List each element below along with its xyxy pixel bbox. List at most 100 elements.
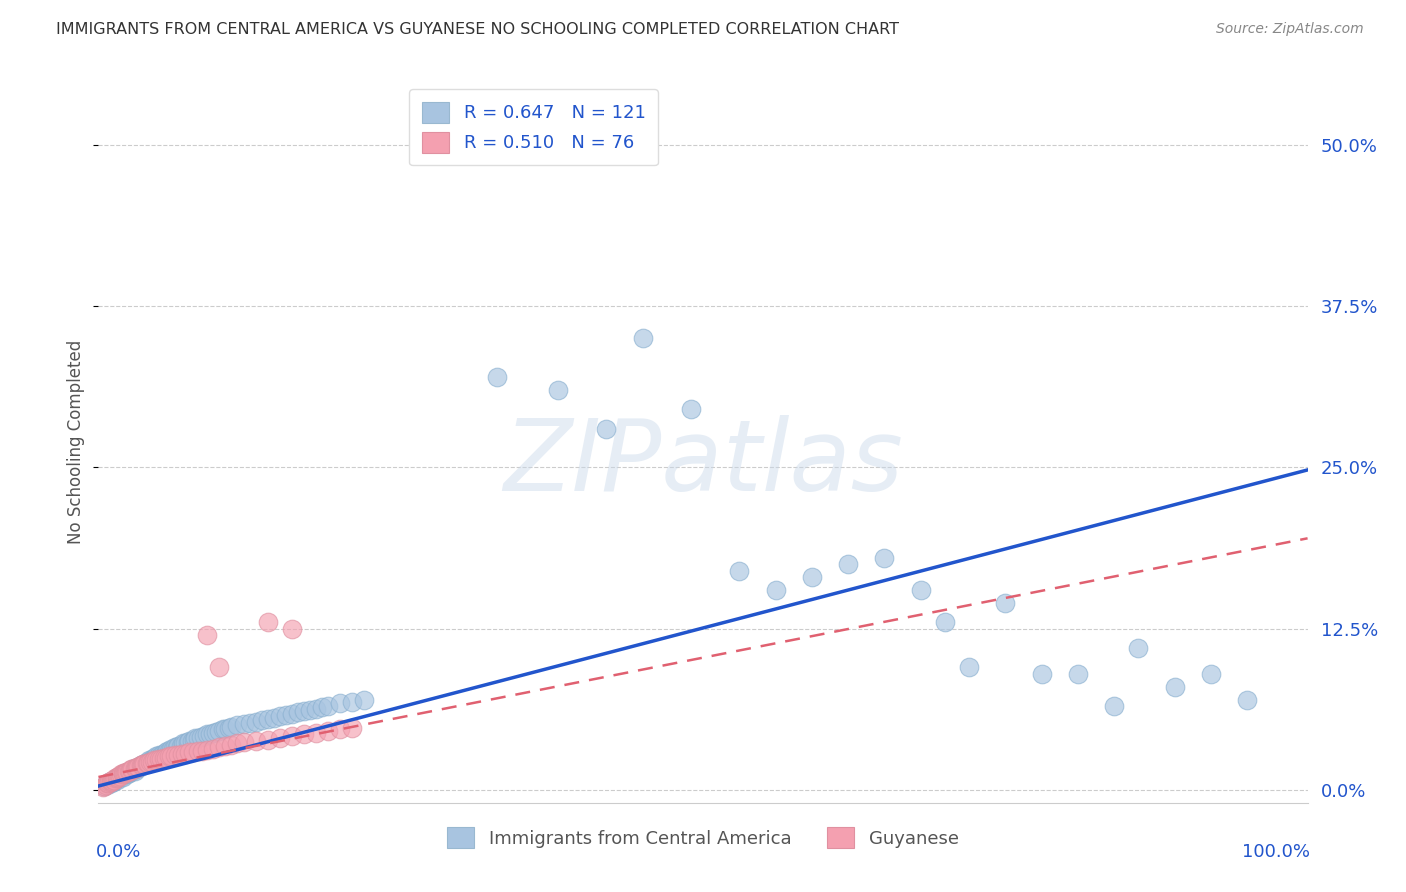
Point <box>114 766 136 780</box>
Point <box>160 744 183 758</box>
Point <box>595 422 617 436</box>
Point <box>125 761 148 775</box>
Point <box>103 773 125 788</box>
Point <box>263 711 285 725</box>
Point <box>177 735 200 749</box>
Point <box>145 749 167 764</box>
Point <box>100 776 122 790</box>
Point <box>132 757 155 772</box>
Point <box>153 747 176 761</box>
Point <box>93 779 115 793</box>
Point <box>129 758 152 772</box>
Point <box>142 753 165 767</box>
Point <box>101 772 124 787</box>
Point <box>150 752 173 766</box>
Point <box>107 770 129 784</box>
Point <box>114 766 136 780</box>
Point <box>195 743 218 757</box>
Point <box>155 746 177 760</box>
Point <box>156 744 179 758</box>
Point <box>134 757 156 772</box>
Point <box>311 700 333 714</box>
Point <box>131 758 153 772</box>
Point <box>118 764 141 779</box>
Point <box>316 723 339 738</box>
Point <box>124 764 146 778</box>
Point <box>143 750 166 764</box>
Point <box>910 582 932 597</box>
Point <box>148 752 170 766</box>
Point <box>138 753 160 767</box>
Point <box>269 731 291 746</box>
Point <box>163 747 186 762</box>
Point <box>1031 666 1053 681</box>
Point <box>191 744 214 758</box>
Point <box>148 747 170 762</box>
Point <box>202 726 225 740</box>
Point <box>281 622 304 636</box>
Point <box>152 747 174 761</box>
Point <box>179 746 201 760</box>
Point <box>98 775 121 789</box>
Y-axis label: No Schooling Completed: No Schooling Completed <box>67 340 86 543</box>
Point <box>127 760 149 774</box>
Point <box>195 628 218 642</box>
Point <box>93 779 115 793</box>
Point <box>179 734 201 748</box>
Point <box>134 757 156 772</box>
Point <box>127 761 149 775</box>
Point <box>305 701 328 715</box>
Point <box>193 729 215 743</box>
Point <box>765 582 787 597</box>
Point <box>97 776 120 790</box>
Point <box>139 755 162 769</box>
Point <box>316 699 339 714</box>
Point <box>245 734 267 748</box>
Point <box>183 732 205 747</box>
Point <box>148 750 170 764</box>
Point <box>105 770 128 784</box>
Point <box>127 760 149 774</box>
Point <box>198 727 221 741</box>
Point <box>256 712 278 726</box>
Point <box>329 697 352 711</box>
Point <box>214 723 236 737</box>
Point <box>108 769 131 783</box>
Point <box>118 764 141 778</box>
Text: 0.0%: 0.0% <box>96 843 142 861</box>
Point <box>135 755 157 769</box>
Point <box>1067 666 1090 681</box>
Point <box>180 734 202 748</box>
Point <box>329 723 352 737</box>
Point <box>166 740 188 755</box>
Point <box>108 770 131 784</box>
Text: 100.0%: 100.0% <box>1241 843 1310 861</box>
Point <box>120 762 142 776</box>
Point <box>1102 699 1125 714</box>
Point <box>139 755 162 769</box>
Point <box>1128 640 1150 655</box>
Point <box>101 775 124 789</box>
Point <box>208 660 231 674</box>
Point <box>174 736 197 750</box>
Point <box>103 772 125 787</box>
Text: Source: ZipAtlas.com: Source: ZipAtlas.com <box>1216 22 1364 37</box>
Point <box>104 772 127 786</box>
Point <box>728 564 751 578</box>
Point <box>239 715 262 730</box>
Point <box>250 713 273 727</box>
Point <box>204 724 226 739</box>
Point <box>163 740 186 755</box>
Legend: Immigrants from Central America, Guyanese: Immigrants from Central America, Guyanes… <box>436 816 970 859</box>
Point <box>281 706 304 721</box>
Point <box>292 727 315 741</box>
Point <box>111 770 134 784</box>
Point <box>104 772 127 787</box>
Point <box>105 772 128 787</box>
Point <box>208 723 231 738</box>
Point <box>121 762 143 776</box>
Point <box>118 766 141 780</box>
Point <box>287 706 309 720</box>
Point <box>167 739 190 753</box>
Point <box>107 770 129 784</box>
